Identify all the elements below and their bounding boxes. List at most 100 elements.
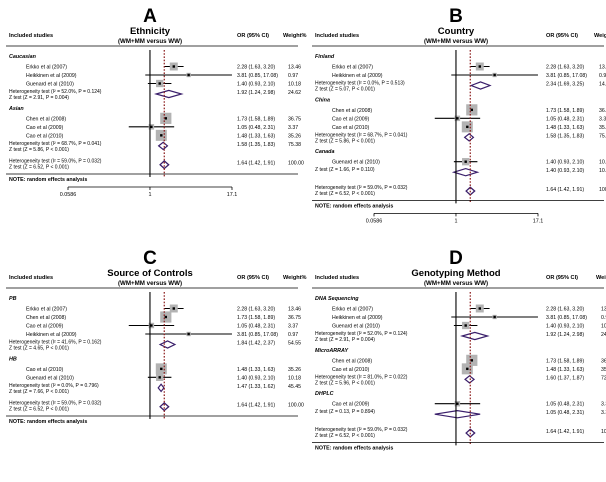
study-or-ci: 1.40 (0.93, 2.10) xyxy=(546,160,584,166)
overall-weight: 100.0 xyxy=(601,429,606,435)
overall-z-test: Z test (Z = 6.52, P < 0.001) xyxy=(315,191,375,197)
study-label: Cao et al (2009) xyxy=(26,125,63,131)
subgroup-or-ci: 1.58 (1.35, 1.83) xyxy=(237,142,275,148)
study-weight: 3.3 xyxy=(601,402,606,408)
panel-subtitle: (WM+MM versus WW) xyxy=(424,280,488,287)
overall-or-ci: 1.64 (1.42, 1.91) xyxy=(546,429,584,435)
study-label: Guenard et al (2010) xyxy=(26,375,74,381)
subgroup-z-test: Z test (Z = 4.65, P < 0.001) xyxy=(9,346,69,352)
subgroup-heterogeneity: Z test (Z = 0.13, P = 0.894) xyxy=(315,409,375,415)
study-label: Cao et al (2010) xyxy=(332,367,369,373)
study-label: Guenard et al (2010) xyxy=(332,324,380,330)
panel-title: Genotyping Method xyxy=(411,268,500,279)
study-or-ci: 2.28 (1.63, 3.20) xyxy=(237,307,275,313)
study-label: Erkko et al (2007) xyxy=(332,307,373,313)
study-point xyxy=(158,376,161,379)
group-label: PB xyxy=(9,296,17,302)
study-weight: 0.97 xyxy=(599,73,606,79)
study-label: Heikkinen et al (2009) xyxy=(332,315,383,321)
study-point xyxy=(164,117,168,120)
study-or-ci: 1.05 (0.48, 2.31) xyxy=(546,116,584,122)
subgroup-or-ci: 1.58 (1.35, 1.83) xyxy=(546,133,584,139)
study-point xyxy=(150,125,153,129)
x-axis-tick-label: 0.0586 xyxy=(60,192,77,198)
study-point xyxy=(187,73,190,77)
overall-z-test: Z test (Z = 6.52, P < 0.001) xyxy=(9,165,69,171)
study-point xyxy=(456,117,459,120)
study-label: Erkko et al (2007) xyxy=(26,65,67,71)
study-weight: 13.4 xyxy=(601,307,606,313)
study-weight: 10.18 xyxy=(288,375,301,381)
subgroup-or-ci: 1.47 (1.33, 1.62) xyxy=(237,384,275,390)
group-label: China xyxy=(315,97,330,103)
overall-z-test: Z test (Z = 6.52, P < 0.001) xyxy=(9,407,69,413)
overall-weight: 100.00 xyxy=(288,161,304,167)
study-point xyxy=(470,359,474,362)
panel-letter: D xyxy=(449,248,463,269)
study-point xyxy=(172,65,175,68)
study-or-ci: 2.28 (1.63, 3.20) xyxy=(237,65,275,71)
subgroup-weight: 10.18 xyxy=(599,168,606,174)
study-weight: 35.26 xyxy=(599,125,606,131)
overall-weight: 100.00 xyxy=(288,403,304,409)
overall-diamond xyxy=(465,428,476,438)
panel-letter: B xyxy=(449,6,463,27)
study-or-ci: 1.73 (1.58, 1.89) xyxy=(237,116,275,122)
random-effects-note: NOTE: random effects analysis xyxy=(315,445,393,451)
column-header-or: OR (95% CI) xyxy=(237,33,269,39)
study-point xyxy=(464,160,467,163)
study-or-ci: 1.05 (0.48, 2.31) xyxy=(237,125,275,131)
subgroup-weight: 72.0 xyxy=(601,375,606,381)
subgroup-diamond xyxy=(157,383,165,393)
study-or-ci: 1.73 (1.58, 1.89) xyxy=(546,108,584,114)
overall-diamond xyxy=(465,186,476,196)
study-point xyxy=(160,367,163,371)
x-axis-tick-label: 17.1 xyxy=(533,218,544,224)
subgroup-weight: 75.38 xyxy=(288,142,301,148)
x-axis-tick-label: 1 xyxy=(454,218,457,224)
study-label: Chen et al (2008) xyxy=(26,315,66,321)
subgroup-heterogeneity: Heterogeneity test (I² = 68.7%, P = 0.04… xyxy=(9,141,102,147)
study-or-ci: 2.28 (1.63, 3.20) xyxy=(546,65,584,71)
study-weight: 36.75 xyxy=(288,116,301,122)
study-label: Heikkinen et al (2009) xyxy=(26,73,77,79)
study-weight: 13.46 xyxy=(288,65,301,71)
study-label: Chen et al (2008) xyxy=(332,358,372,364)
subgroup-z-test: Z test (Z = 5.86, P < 0.001) xyxy=(315,138,375,144)
group-label: Canada xyxy=(315,149,334,155)
study-point xyxy=(470,108,474,112)
study-weight: 13.46 xyxy=(288,307,301,313)
study-weight: 3.37 xyxy=(288,324,298,330)
study-label: Cao et al (2009) xyxy=(332,402,369,408)
study-point xyxy=(164,315,168,319)
subgroup-diamond xyxy=(459,331,490,341)
subgroup-heterogeneity: Heterogeneity test (I² = 52.0%, P = 0.12… xyxy=(9,89,102,95)
random-effects-note: NOTE: random effects analysis xyxy=(9,419,87,425)
subgroup-heterogeneity: Z test (Z = 1.66, P = 0.110) xyxy=(315,167,375,173)
study-weight: 36.75 xyxy=(599,108,606,114)
subgroup-diamond xyxy=(451,167,480,177)
study-label: Heikkinen et al (2009) xyxy=(26,332,77,338)
subgroup-or-ci: 1.92 (1.24, 2.98) xyxy=(237,90,275,96)
study-weight: 0.9 xyxy=(601,315,606,321)
study-or-ci: 1.05 (0.48, 2.31) xyxy=(546,402,584,408)
x-axis-tick-label: 0.0586 xyxy=(366,218,383,224)
subgroup-z-test: Z test (Z = 5.86, P < 0.001) xyxy=(9,147,69,153)
study-or-ci: 2.28 (1.63, 3.20) xyxy=(546,307,584,313)
study-or-ci: 3.81 (0.85, 17.08) xyxy=(237,332,278,338)
overall-weight: 100.00 xyxy=(599,187,606,193)
study-label: Guenard et al (2010) xyxy=(26,82,74,88)
study-or-ci: 1.48 (1.33, 1.63) xyxy=(546,367,584,373)
subgroup-or-ci: 1.60 (1.37, 1.87) xyxy=(546,375,584,381)
subgroup-z-test: Z test (Z = 7.66, P < 0.001) xyxy=(9,389,69,395)
subgroup-heterogeneity: Heterogeneity test (I² = 52.0%, P = 0.12… xyxy=(315,331,408,337)
study-weight: 36.7 xyxy=(601,358,606,364)
x-axis-tick-label: 17.1 xyxy=(227,192,238,198)
subgroup-heterogeneity: Heterogeneity test (I² = 0.0%, P = 0.513… xyxy=(315,81,405,87)
subgroup-or-ci: 1.40 (0.93, 2.10) xyxy=(546,168,584,174)
column-header-studies: Included studies xyxy=(315,275,359,281)
